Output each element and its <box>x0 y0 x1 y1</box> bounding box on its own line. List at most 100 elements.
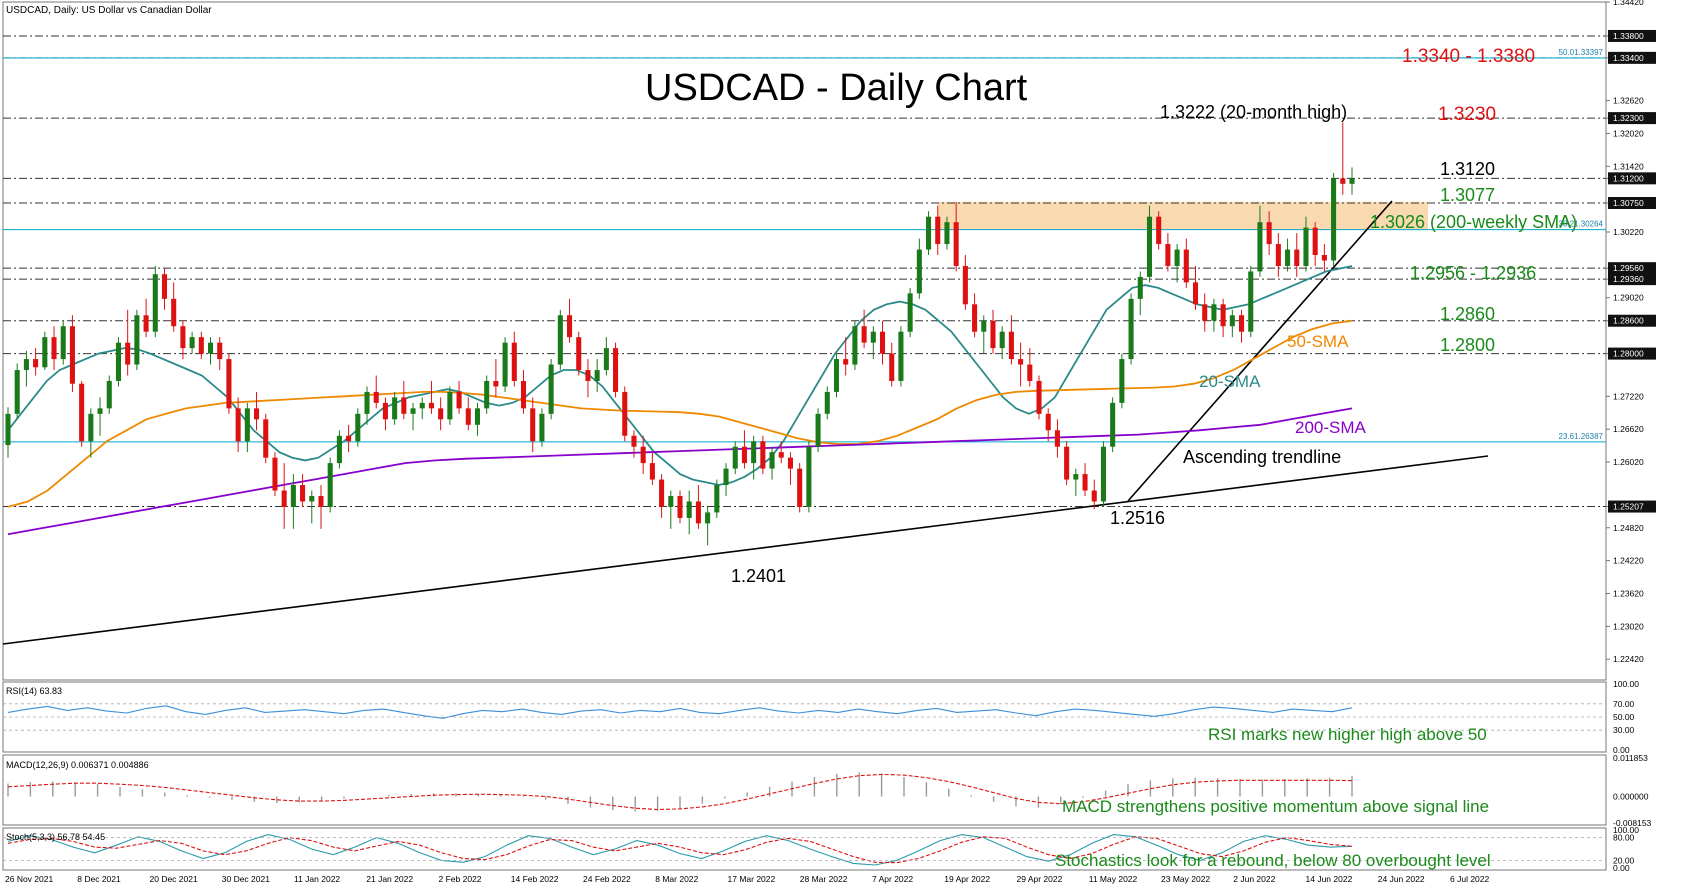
candle-body <box>1156 216 1162 245</box>
indicator-line <box>7 705 1353 719</box>
annotation-50-sma: 50-SMA <box>1287 332 1349 351</box>
price-tick-label: 1.24220 <box>1613 556 1644 566</box>
price-tag-box <box>1608 500 1656 513</box>
candle-body <box>530 408 536 442</box>
candle-body <box>198 337 204 354</box>
candle-body <box>14 370 20 414</box>
price-tick-label: 1.34420 <box>1613 0 1644 7</box>
price-tick-label: 1.32300 <box>1613 113 1644 123</box>
resistance-zone-layer <box>938 201 1428 230</box>
date-tick-label: 2 Jun 2022 <box>1233 874 1275 884</box>
candle-body <box>907 293 913 332</box>
main-panel-frame <box>2 1 1607 681</box>
candle-body <box>1303 227 1309 266</box>
date-axis: 26 Nov 2021 8 Dec 2021 20 Dec 2021 30 Dec 2… <box>5 874 1489 884</box>
annotation-2956-2936: 1.2956 - 1.2936 <box>1410 263 1536 283</box>
sma-line <box>7 319 1353 508</box>
candle-body <box>60 326 66 360</box>
annotation-1077: 1.3077 <box>1440 185 1495 205</box>
macd-panel: 0.011853 0.000000 -0.008153 <box>7 753 1652 828</box>
candle-body <box>999 331 1005 349</box>
date-tick-label: 26 Nov 2021 <box>5 874 53 884</box>
fib-label: 50.01.33397 <box>1559 48 1604 57</box>
rsi-annotation: RSI marks new higher high above 50 <box>1208 725 1487 744</box>
price-tick-label: 1.26620 <box>1613 424 1644 434</box>
date-tick-label: 28 Mar 2022 <box>800 874 848 884</box>
price-tick-label: 1.22420 <box>1613 654 1644 664</box>
price-tick-label: 1.31420 <box>1613 161 1644 171</box>
macd-tick-label: 0.011853 <box>1613 753 1648 763</box>
annotation-20-sma: 20-SMA <box>1199 372 1261 391</box>
candle-body <box>843 359 849 365</box>
long-ascending-trendline <box>2 455 1489 645</box>
candle-body <box>1018 359 1024 365</box>
stoch-tick-label: 80.00 <box>1613 833 1635 843</box>
annotation-1230: 1.3230 <box>1438 104 1496 125</box>
rsi-tick-label: 50.00 <box>1613 712 1635 722</box>
candle-body <box>69 326 75 384</box>
candle-body <box>1100 446 1106 502</box>
fibonacci-levels-layer: 50.01.33397 38.21.30264 23.61.26387 <box>3 48 1606 443</box>
price-tick-label: 1.27220 <box>1613 391 1644 401</box>
price-tick-label: 1.31200 <box>1613 173 1644 183</box>
stoch-label: Stoch(5,3,3) 56.78 54.45 <box>6 832 105 842</box>
candle-body <box>5 413 11 446</box>
rsi-tick-label: 70.00 <box>1613 699 1635 709</box>
price-tick-label: 1.32620 <box>1613 96 1644 106</box>
candle-body <box>456 391 462 409</box>
candle-body <box>1312 227 1318 256</box>
price-axis: 1.34420 1.33800 1.33400 1.32620 1.32300 1.320… <box>1606 0 1656 664</box>
fib-label: 38.21.30264 <box>1559 220 1604 229</box>
candle-body <box>1073 474 1079 480</box>
price-tick-label: 1.23020 <box>1613 621 1644 631</box>
price-tick-label: 1.29020 <box>1613 293 1644 303</box>
candle-body <box>852 326 858 365</box>
candle-body <box>603 348 609 371</box>
candle-body <box>152 274 158 332</box>
date-tick-label: 8 Mar 2022 <box>655 874 698 884</box>
candle-body <box>769 452 775 469</box>
candle-body <box>1064 446 1070 480</box>
candle-body <box>659 479 665 507</box>
candle-body <box>309 495 315 502</box>
date-tick-label: 14 Feb 2022 <box>511 874 559 884</box>
candle-body <box>392 397 398 420</box>
annotation-20-month-high: 1.3222 (20-month high) <box>1160 102 1347 122</box>
price-tick-label: 1.33400 <box>1613 53 1644 63</box>
candle-body <box>1183 249 1189 283</box>
candle-body <box>115 342 121 381</box>
annotation-low-2516: 1.2516 <box>1110 508 1165 528</box>
price-tag-box <box>1608 51 1656 64</box>
candle-body <box>1137 276 1143 299</box>
candle-body <box>1285 249 1291 266</box>
rsi-panel-frame <box>2 681 1607 753</box>
price-tag-box <box>1608 172 1656 185</box>
candle-body <box>1008 331 1014 360</box>
rsi-label: RSI(14) 63.83 <box>6 686 62 696</box>
price-tick-label: 1.30750 <box>1613 198 1644 208</box>
candle-body <box>944 222 950 245</box>
date-tick-label: 20 Dec 2021 <box>150 874 198 884</box>
candle-body <box>898 331 904 381</box>
candle-body <box>1239 315 1245 332</box>
price-tick-label: 1.26020 <box>1613 457 1644 467</box>
annotation-low-2401: 1.2401 <box>731 566 786 586</box>
candle-body <box>244 408 250 442</box>
stoch-tick-label: 20.00 <box>1613 855 1635 865</box>
candle-body <box>695 501 701 524</box>
price-tag-box <box>1608 347 1656 360</box>
price-tag-box <box>1608 273 1656 286</box>
candle-body <box>1192 282 1199 305</box>
candle-body <box>824 391 830 414</box>
candle-body <box>346 435 352 442</box>
candle-body <box>106 380 112 409</box>
candle-body <box>1211 304 1217 321</box>
candle-body <box>474 408 481 425</box>
date-tick-label: 30 Dec 2021 <box>222 874 270 884</box>
candle-body <box>42 337 48 368</box>
fib-label: 23.61.26387 <box>1559 432 1604 441</box>
price-tick-label: 1.29560 <box>1613 263 1644 273</box>
price-tick-label: 1.30220 <box>1613 227 1644 237</box>
price-tick-label: 1.28000 <box>1613 349 1644 359</box>
